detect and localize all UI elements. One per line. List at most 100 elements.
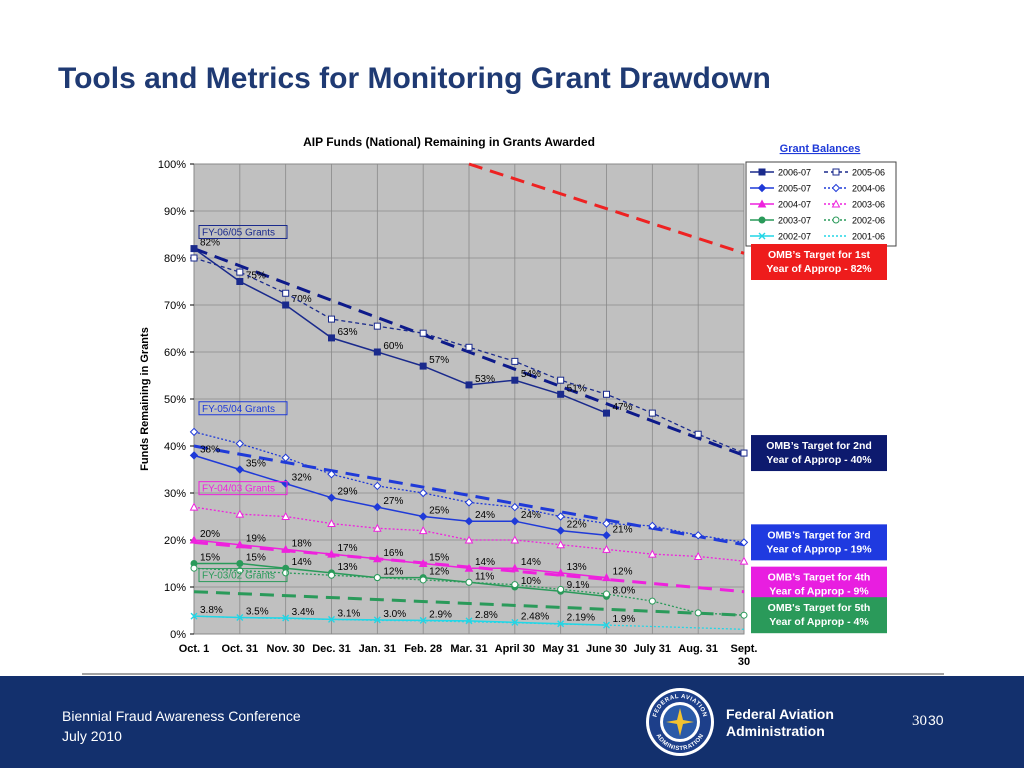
data-label: 25% <box>429 506 449 517</box>
legend-entry: 2004-06 <box>852 184 885 194</box>
data-point <box>419 576 427 584</box>
data-point <box>758 232 766 240</box>
target-annotation-box <box>751 435 887 472</box>
target-annotation-box <box>751 524 887 561</box>
y-tick-label: 100% <box>158 159 186 171</box>
data-point <box>328 571 335 579</box>
target-annotation-line1: OMB’s Target for 1st <box>768 249 871 261</box>
target-line <box>193 247 745 457</box>
data-point <box>372 523 382 532</box>
data-label: 15% <box>429 553 449 564</box>
data-label: 10% <box>521 576 541 587</box>
data-label: 22% <box>567 520 587 531</box>
data-point <box>648 597 656 605</box>
series-line <box>193 539 607 579</box>
data-point <box>693 551 703 560</box>
group-label: FY-05/04 Grants <box>202 404 275 415</box>
data-label: 32% <box>292 473 312 484</box>
data-label: 8.0% <box>613 585 636 596</box>
x-tick-label: Nov. 30 <box>267 643 305 655</box>
data-label: 3.8% <box>200 605 223 616</box>
data-label: 27% <box>383 496 403 507</box>
target-annotation-line1: OMB's Target for 5th <box>768 602 871 614</box>
org-line-2: Administration <box>726 723 825 739</box>
data-point <box>557 585 565 593</box>
data-label: 12% <box>613 567 633 578</box>
footer-bar: Biennial Fraud Awareness Conference July… <box>0 676 1024 768</box>
target-annotation-line2: Year of Approp - 82% <box>766 263 872 275</box>
data-point <box>190 245 198 253</box>
data-label: 53% <box>475 374 495 385</box>
data-point <box>418 526 428 535</box>
data-label: 47% <box>613 402 633 413</box>
data-point <box>373 574 381 582</box>
legend-entry: 2005-06 <box>852 168 885 178</box>
data-label: 24% <box>521 510 541 521</box>
data-label: 19% <box>246 534 266 545</box>
data-point <box>327 518 336 528</box>
data-label: 2.19% <box>567 613 595 624</box>
data-point <box>282 569 290 577</box>
data-label: 24% <box>475 510 495 521</box>
data-point <box>693 531 703 540</box>
data-point <box>372 554 382 563</box>
org-line-1: Federal Aviation <box>726 706 834 722</box>
data-label: 13% <box>567 562 587 573</box>
target-annotation-line1: OMB’s Target for 2nd <box>766 440 872 452</box>
x-tick-label: Feb. 28 <box>404 643 442 655</box>
data-point <box>464 535 474 544</box>
data-label: 14% <box>292 557 312 568</box>
data-label: 16% <box>383 548 403 559</box>
y-tick-label: 20% <box>164 535 186 547</box>
series-2005-06 <box>190 254 748 457</box>
data-label: 3.5% <box>246 607 269 618</box>
target-line <box>193 590 745 617</box>
x-tick-label: Aug. 31 <box>678 643 718 655</box>
data-point <box>189 502 199 511</box>
target-annotation-box <box>751 566 887 603</box>
data-point <box>758 216 766 224</box>
data-point <box>832 216 840 224</box>
page-number-small: 30 <box>928 712 944 728</box>
data-label: 3.4% <box>292 607 315 618</box>
x-tick-label: July 31 <box>634 643 671 655</box>
conference-date: July 2010 <box>62 728 122 744</box>
drawdown-chart: 0% 10% 20% 30% 40% 50% 60% 70% 80% 90% 100% Oct. 1 O… <box>82 128 944 676</box>
data-point <box>510 535 520 544</box>
data-point <box>694 430 702 438</box>
y-tick-label: 60% <box>164 347 186 359</box>
data-point <box>282 301 290 309</box>
data-point <box>327 469 336 479</box>
data-point <box>556 526 565 535</box>
data-point <box>602 531 611 540</box>
x-tick-label: Dec. 31 <box>312 643 351 655</box>
data-point <box>373 481 382 491</box>
data-point <box>464 498 474 507</box>
data-point <box>831 199 841 208</box>
data-label: 2.48% <box>521 611 549 622</box>
target-annotation-line1: OMB’s Target for 4th <box>768 572 871 584</box>
target-annotation-line2: Year of Approp - 19% <box>766 543 872 555</box>
data-point <box>328 315 335 323</box>
data-point <box>603 390 610 398</box>
data-label: 11% <box>475 571 494 582</box>
data-point <box>465 617 473 625</box>
data-label: 12% <box>383 567 403 578</box>
data-point <box>648 409 656 417</box>
conference-name: Biennial Fraud Awareness Conference <box>62 708 301 724</box>
page-number: 3030 <box>912 712 944 730</box>
data-point <box>465 343 473 351</box>
data-point <box>511 581 519 589</box>
data-point <box>235 540 245 549</box>
x-tick-label: Sept. <box>731 643 758 655</box>
data-point <box>602 519 611 528</box>
data-point <box>235 439 245 448</box>
data-label: 3.0% <box>383 609 406 620</box>
data-point <box>647 549 657 558</box>
data-point <box>832 168 840 176</box>
data-point <box>418 512 428 521</box>
data-point <box>373 616 381 624</box>
group-label: FY-03/02 Grants <box>202 571 275 582</box>
data-point <box>465 381 473 389</box>
y-tick-label: 50% <box>164 394 186 406</box>
